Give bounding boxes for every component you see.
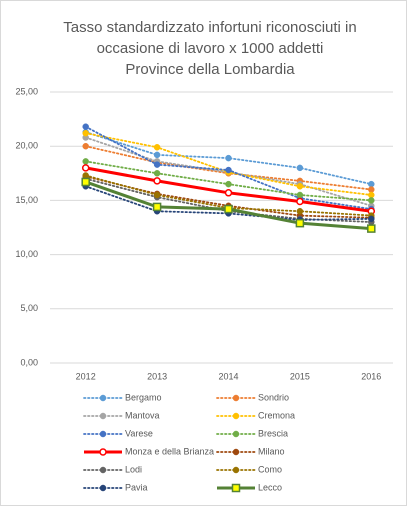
legend-marker [99, 394, 107, 402]
marker [296, 164, 304, 172]
legend-label: Brescia [258, 428, 288, 438]
legend-marker [232, 430, 240, 438]
marker [82, 158, 89, 165]
marker [82, 142, 89, 150]
marker [368, 191, 375, 199]
marker [225, 166, 232, 174]
legend-label: Sondrio [258, 392, 289, 402]
marker [82, 123, 89, 130]
legend-label: Cremona [258, 410, 295, 420]
marker [368, 215, 375, 223]
marker [81, 177, 90, 187]
legend-marker [231, 483, 241, 493]
marker [368, 186, 375, 193]
y-tick-label: 0,00 [20, 357, 38, 367]
marker [152, 202, 162, 212]
legend-marker [99, 430, 107, 438]
legend-label: Lodi [125, 464, 142, 474]
legend-label: Como [258, 464, 282, 474]
marker [153, 144, 161, 151]
marker [225, 180, 232, 188]
y-tick-label: 20,00 [15, 141, 38, 151]
marker [296, 197, 304, 206]
y-tick-label: 15,00 [15, 195, 38, 205]
legend-label: Pavia [125, 482, 148, 492]
legend-label: Mantova [125, 410, 160, 420]
legend-marker [232, 448, 240, 456]
chart-title: Province della Lombardia [125, 61, 295, 78]
chart-title: Tasso standardizzato infortuni riconosci… [63, 19, 356, 36]
marker [368, 197, 375, 204]
marker [153, 177, 161, 185]
y-tick-label: 25,00 [15, 86, 38, 96]
legend-label: Monza e della Brianza [125, 446, 214, 456]
x-tick-label: 2016 [361, 371, 381, 381]
marker [224, 204, 233, 214]
series-line [84, 131, 373, 186]
series-line [84, 177, 373, 223]
y-tick-label: 5,00 [20, 303, 38, 313]
marker [153, 151, 161, 159]
x-tick-label: 2014 [218, 371, 238, 381]
marker [225, 154, 232, 162]
legend-marker [99, 412, 107, 420]
marker [82, 129, 89, 137]
x-tick-label: 2013 [147, 371, 167, 381]
legend-marker [232, 412, 240, 420]
legend-marker [99, 484, 107, 492]
x-tick-label: 2015 [290, 371, 310, 381]
marker [224, 189, 233, 197]
marker [367, 224, 376, 233]
legend-label: Bergamo [125, 392, 162, 402]
legend-label: Lecco [258, 482, 282, 492]
marker [153, 191, 161, 199]
y-tick-label: 10,00 [15, 249, 38, 259]
legend-marker [232, 394, 240, 402]
legend-label: Milano [258, 446, 285, 456]
marker [296, 191, 304, 199]
legend-marker [99, 448, 107, 456]
marker [153, 170, 161, 177]
marker [153, 161, 161, 168]
marker [295, 218, 305, 228]
legend-marker [99, 466, 107, 474]
marker [81, 164, 90, 172]
marker [82, 172, 89, 179]
marker [368, 180, 375, 188]
marker [296, 207, 304, 215]
series-line [84, 174, 373, 217]
marker [296, 183, 304, 190]
legend-label: Varese [125, 428, 153, 438]
chart-title: occasione di lavoro x 1000 addetti [97, 40, 324, 57]
legend-marker [232, 466, 240, 474]
x-tick-label: 2012 [76, 371, 96, 381]
